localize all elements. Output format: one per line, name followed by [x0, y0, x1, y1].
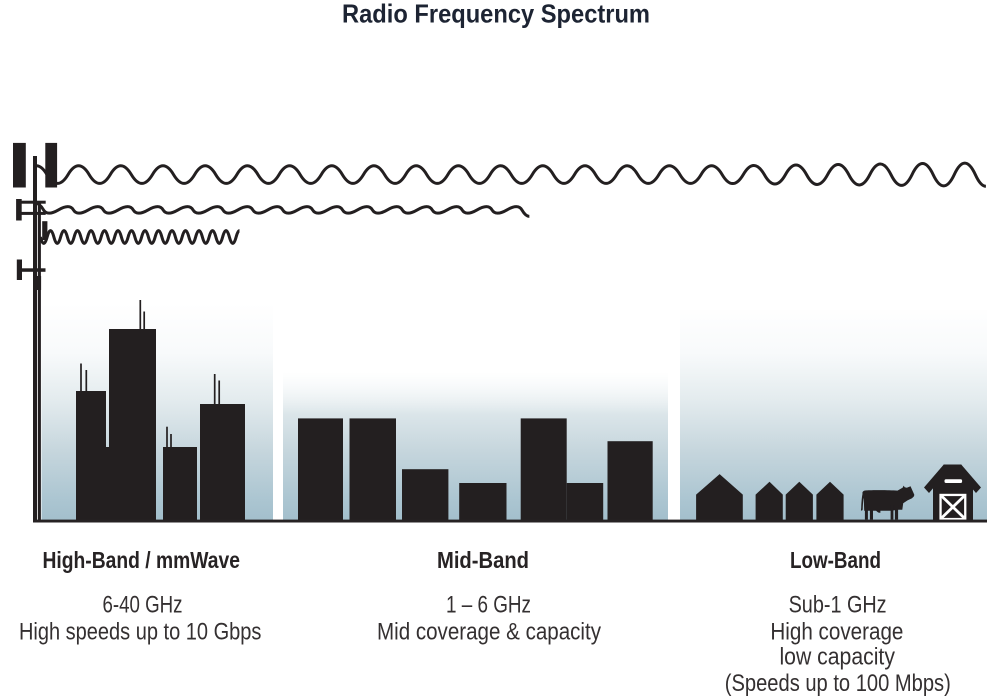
- svg-text:High speeds up to 10 Gbps: High speeds up to 10 Gbps: [19, 619, 262, 646]
- svg-text:Mid coverage & capacity: Mid coverage & capacity: [377, 619, 601, 646]
- svg-text:6-40 GHz: 6-40 GHz: [103, 592, 183, 619]
- svg-text:Mid-Band: Mid-Band: [437, 547, 529, 573]
- svg-text:low capacity: low capacity: [779, 644, 895, 671]
- svg-text:High coverage: High coverage: [770, 619, 903, 646]
- svg-text:(Speeds up to 100 Mbps): (Speeds up to 100 Mbps): [725, 670, 951, 697]
- svg-text:Sub-1 GHz: Sub-1 GHz: [789, 592, 887, 619]
- svg-text:1 – 6 GHz: 1 – 6 GHz: [446, 592, 531, 619]
- svg-text:Low-Band: Low-Band: [790, 547, 881, 573]
- svg-text:Radio Frequency Spectrum: Radio Frequency Spectrum: [342, 0, 650, 29]
- svg-text:High-Band / mmWave: High-Band / mmWave: [42, 547, 240, 573]
